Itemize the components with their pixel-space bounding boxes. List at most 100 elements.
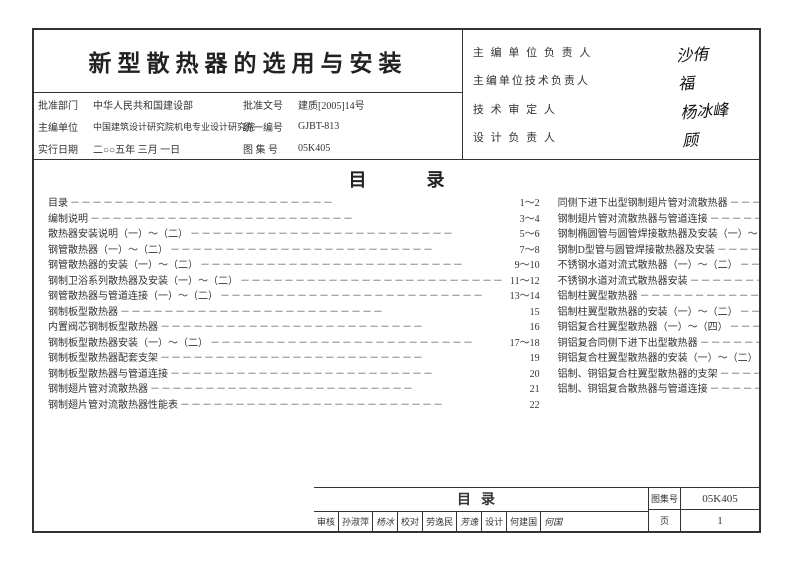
toc-entry: 铝制、铜铝复合散热器与管道连接－－－－－－－－－－－－－－－－－－－－－－－－4… <box>558 382 759 398</box>
design-name: 何建国 <box>507 512 541 531</box>
toc-entry: 钢管散热器与管道连接（一）～（二）－－－－－－－－－－－－－－－－－－－－－－－… <box>48 289 540 305</box>
footer-title-col: 目录 审核 孙淑萍 杨冰 校对 劳逸民 芳逸 设计 何建国 何国 <box>314 488 649 531</box>
toc-entry-page: 20 <box>526 367 540 383</box>
chief-org-value: 中国建筑设计研究院机电专业设计研究院 <box>89 115 239 137</box>
toc-entry: 铝制柱翼型散热器－－－－－－－－－－－－－－－－－－－－－－－－31 <box>558 289 759 305</box>
toc-entry-page: 13～14 <box>506 289 540 305</box>
toc-entry: 铝制、铜铝复合柱翼型散热器的支架－－－－－－－－－－－－－－－－－－－－－－－－… <box>558 367 759 383</box>
role-tech-reviewer: 技 术 审 定 人 <box>473 101 679 117</box>
toc-entry: 散热器安装说明（一）～（二）－－－－－－－－－－－－－－－－－－－－－－－－5～… <box>48 227 540 243</box>
toc-entry-label: 钢制板型散热器安装（一）～（二） <box>48 336 208 352</box>
toc-entry: 不锈钢水道对流式散热器安装－－－－－－－－－－－－－－－－－－－－－－－－30 <box>558 274 759 290</box>
toc-entry-page: 19 <box>526 351 540 367</box>
toc-entry-label: 铜铝复合柱翼型散热器的安装（一）～（二） <box>558 351 758 367</box>
header: 新型散热器的选用与安装 批准部门 中华人民共和国建设部 批准文号 建质[2005… <box>34 30 759 160</box>
atlas-no-value: 05K405 <box>294 137 414 159</box>
toc-entry-label: 目录 <box>48 196 68 212</box>
role-chief-org-head: 主 编 单 位 负 责 人 <box>473 44 679 60</box>
toc-entry: 铜铝复合同侧下进下出型散热器－－－－－－－－－－－－－－－－－－－－－－－－38 <box>558 336 759 352</box>
toc-leader: －－－－－－－－－－－－－－－－－－－－－－－－ <box>728 196 759 212</box>
toc-entry-label: 铜铝复合柱翼型散热器（一）～（四） <box>558 320 728 336</box>
toc-leader: －－－－－－－－－－－－－－－－－－－－－－－－ <box>148 382 526 398</box>
toc-entry: 钢制D型管与圆管焊接散热器及安装－－－－－－－－－－－－－－－－－－－－－－－－… <box>558 243 759 259</box>
toc-entry: 不锈钢水道对流式散热器（一）～（二）－－－－－－－－－－－－－－－－－－－－－－… <box>558 258 759 274</box>
toc-entry: 钢制翅片管对流散热器－－－－－－－－－－－－－－－－－－－－－－－－21 <box>48 382 540 398</box>
toc-leader: －－－－－－－－－－－－－－－－－－－－－－－－ <box>118 305 526 321</box>
footer-atlas-val: 05K405 <box>681 488 759 509</box>
toc-entry-page: 11～12 <box>506 274 540 290</box>
footer-page-label: 页 <box>649 510 681 531</box>
toc-leader: －－－－－－－－－－－－－－－－－－－－－－－－ <box>238 274 506 290</box>
toc-entry: 钢制板型散热器与管道连接－－－－－－－－－－－－－－－－－－－－－－－－20 <box>48 367 540 383</box>
exec-date-value: 二○○五年 三月 一日 <box>89 137 239 159</box>
approve-dept-label: 批准部门 <box>34 93 89 115</box>
toc-entry: 钢管散热器的安装（一）～（二）－－－－－－－－－－－－－－－－－－－－－－－－9… <box>48 258 540 274</box>
toc-entry-label: 铝制、铜铝复合散热器与管道连接 <box>558 382 708 398</box>
toc-entry: 钢制板型散热器配套支架－－－－－－－－－－－－－－－－－－－－－－－－19 <box>48 351 540 367</box>
toc-leader: －－－－－－－－－－－－－－－－－－－－－－－－ <box>198 258 511 274</box>
proof-name: 劳逸民 <box>423 512 457 531</box>
toc-entry-page: 1～2 <box>516 196 540 212</box>
chk-sig: 杨冰 <box>373 512 398 531</box>
toc-entry-label: 钢制翅片管对流散热器与管道连接 <box>558 212 708 228</box>
toc-entry-label: 钢制椭圆管与圆管焊接散热器及安装（一）～（二） <box>558 227 759 243</box>
toc-entry-label: 钢管散热器（一）～（二） <box>48 243 168 259</box>
toc-entry-page: 17～18 <box>506 336 540 352</box>
header-right: 主 编 单 位 负 责 人 主编单位技术负责人 技 术 审 定 人 设 计 负 … <box>463 30 759 159</box>
approve-doc-label: 批准文号 <box>239 93 294 115</box>
toc-entry-label: 内置阀芯钢制板型散热器 <box>48 320 158 336</box>
toc-leader: －－－－－－－－－－－－－－－－－－－－－－－－ <box>88 212 516 228</box>
toc-entry-label: 钢制板型散热器与管道连接 <box>48 367 168 383</box>
toc-entry: 钢制翅片管对流散热器性能表－－－－－－－－－－－－－－－－－－－－－－－－22 <box>48 398 540 414</box>
toc-leader: －－－－－－－－－－－－－－－－－－－－－－－－ <box>715 243 759 259</box>
signatures: 沙侑 福 杨冰峰 顾 <box>675 36 753 154</box>
footer-atlas-label: 图集号 <box>649 488 681 509</box>
proof-sig: 芳逸 <box>457 512 482 531</box>
toc-entry: 编制说明－－－－－－－－－－－－－－－－－－－－－－－－3～4 <box>48 212 540 228</box>
toc-entry-page: 9～10 <box>511 258 540 274</box>
toc-entry-page: 22 <box>526 398 540 414</box>
toc-leader: －－－－－－－－－－－－－－－－－－－－－－－－ <box>728 320 759 336</box>
toc-heading: 目录 <box>34 160 759 194</box>
toc-entry-label: 钢管散热器的安装（一）～（二） <box>48 258 198 274</box>
toc-leader: －－－－－－－－－－－－－－－－－－－－－－－－ <box>158 351 526 367</box>
toc-leader: －－－－－－－－－－－－－－－－－－－－－－－－ <box>738 258 759 274</box>
toc-entry: 钢制卫浴系列散热器及安装（一）～（二）－－－－－－－－－－－－－－－－－－－－－… <box>48 274 540 290</box>
toc-entry-label: 散热器安装说明（一）～（二） <box>48 227 188 243</box>
toc-col-left: 目录－－－－－－－－－－－－－－－－－－－－－－－－1～2编制说明－－－－－－－… <box>48 196 540 483</box>
toc-leader: －－－－－－－－－－－－－－－－－－－－－－－－ <box>68 196 516 212</box>
toc-entry-label: 钢制卫浴系列散热器及安装（一）～（二） <box>48 274 238 290</box>
header-left: 新型散热器的选用与安装 批准部门 中华人民共和国建设部 批准文号 建质[2005… <box>34 30 463 159</box>
toc-leader: －－－－－－－－－－－－－－－－－－－－－－－－ <box>718 367 759 383</box>
footer-block: 目录 审核 孙淑萍 杨冰 校对 劳逸民 芳逸 设计 何建国 何国 图集号 05K… <box>314 487 759 531</box>
exec-date-label: 实行日期 <box>34 137 89 159</box>
toc-leader: －－－－－－－－－－－－－－－－－－－－－－－－ <box>188 227 516 243</box>
footer-right: 图集号 05K405 页 1 <box>649 488 759 531</box>
toc-entry: 内置阀芯钢制板型散热器－－－－－－－－－－－－－－－－－－－－－－－－16 <box>48 320 540 336</box>
toc-entry-label: 钢制翅片管对流散热器 <box>48 382 148 398</box>
toc-entry: 钢制板型散热器安装（一）～（二）－－－－－－－－－－－－－－－－－－－－－－－－… <box>48 336 540 352</box>
toc-columns: 目录－－－－－－－－－－－－－－－－－－－－－－－－1～2编制说明－－－－－－－… <box>34 194 759 487</box>
signature-2: 福 <box>677 66 749 95</box>
footer-signoff-row: 审核 孙淑萍 杨冰 校对 劳逸民 芳逸 设计 何建国 何国 <box>314 512 648 531</box>
proof-label: 校对 <box>398 512 423 531</box>
toc-entry-label: 铝制柱翼型散热器 <box>558 289 638 305</box>
toc-entry: 铜铝复合柱翼型散热器的安装（一）～（二）－－－－－－－－－－－－－－－－－－－－… <box>558 351 759 367</box>
unified-no-value: GJBT-813 <box>294 115 414 137</box>
toc-leader: －－－－－－－－－－－－－－－－－－－－－－－－ <box>208 336 506 352</box>
toc-entry: 钢制椭圆管与圆管焊接散热器及安装（一）～（二）－－－－－－－－－－－－－－－－－… <box>558 227 759 243</box>
toc-entry-page: 21 <box>526 382 540 398</box>
footer-page-val: 1 <box>681 510 759 531</box>
toc-entry-page: 3～4 <box>516 212 540 228</box>
toc-entry-label: 钢制板型散热器配套支架 <box>48 351 158 367</box>
toc-entry-label: 钢管散热器与管道连接（一）～（二） <box>48 289 218 305</box>
title-cell: 新型散热器的选用与安装 <box>34 30 462 93</box>
toc-entry-label: 铝制、铜铝复合柱翼型散热器的支架 <box>558 367 718 383</box>
toc-leader: －－－－－－－－－－－－－－－－－－－－－－－－ <box>738 305 759 321</box>
atlas-no-label: 图 集 号 <box>239 137 294 159</box>
toc-leader: －－－－－－－－－－－－－－－－－－－－－－－－ <box>698 336 759 352</box>
toc: 目录 目录－－－－－－－－－－－－－－－－－－－－－－－－1～2编制说明－－－－… <box>34 160 759 487</box>
toc-entry: 钢管散热器（一）～（二）－－－－－－－－－－－－－－－－－－－－－－－－7～8 <box>48 243 540 259</box>
toc-leader: －－－－－－－－－－－－－－－－－－－－－－－－ <box>158 320 526 336</box>
toc-entry-page: 15 <box>526 305 540 321</box>
